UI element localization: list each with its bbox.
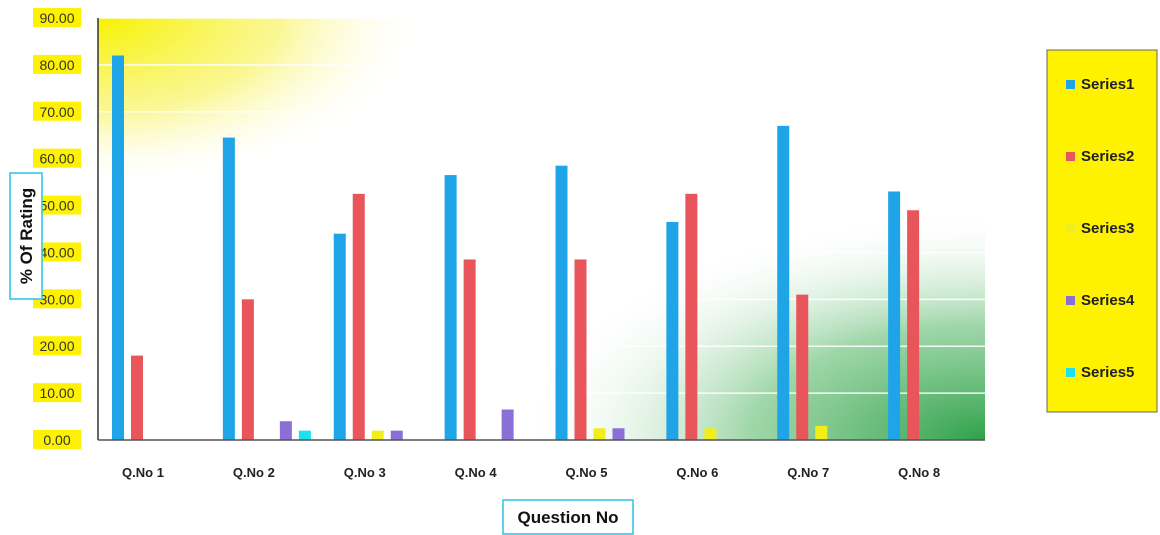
y-tick-highlight [33, 383, 81, 403]
y-tick-label: 90.00 [39, 10, 74, 26]
bar-series3-6 [704, 428, 717, 440]
legend-items: Series1 Series2 Series3 Series4 Series5 [1066, 76, 1135, 381]
x-tick-labels: Q.No 1 Q.No 2 Q.No 3 Q.No 4 Q.No 5 Q.No 6 Q.No… [122, 465, 940, 480]
x-tick-label: Q.No 4 [455, 465, 498, 480]
bar-series2-5 [574, 259, 587, 440]
bar-series1-8 [888, 191, 901, 440]
x-tick-label: Q.No 5 [566, 465, 608, 480]
x-axis-title: Question No [502, 499, 634, 535]
y-tick-highlight [33, 430, 81, 449]
legend-swatch [1066, 80, 1075, 89]
bar-series1-5 [555, 165, 568, 440]
y-tick-label: 0.00 [43, 432, 70, 448]
y-tick-highlight [33, 148, 81, 168]
bar-series1-6 [666, 221, 679, 440]
bar-series2-2 [241, 299, 254, 440]
legend-swatch [1066, 152, 1075, 161]
legend: Series1 Series2 Series3 Series4 Series5 [1046, 49, 1158, 413]
y-tick-label: 70.00 [39, 104, 74, 120]
plot-area [98, 18, 985, 440]
x-tick-label: Q.No 2 [233, 465, 275, 480]
bar-series2-1 [131, 355, 143, 440]
bar-series2-7 [796, 294, 809, 440]
bars [112, 55, 920, 441]
legend-box [1046, 49, 1158, 413]
y-tick-label: 10.00 [39, 385, 74, 401]
legend-label: Series1 [1081, 76, 1134, 93]
axes [97, 18, 985, 441]
y-tick-label: 30.00 [39, 291, 74, 307]
bar-series4-2 [279, 421, 292, 440]
bar-series4-5 [612, 428, 625, 440]
x-axis-title-text: Question No [517, 508, 618, 527]
x-tick-label: Q.No 8 [898, 465, 940, 480]
legend-swatch [1066, 224, 1075, 233]
bar-series2-3 [352, 193, 365, 440]
bar-series1-7 [777, 125, 790, 440]
y-tick-label: 20.00 [39, 338, 74, 354]
bar-series2-6 [685, 193, 698, 440]
y-tick-highlight [33, 8, 81, 27]
y-tick-labels: 0.00 10.00 20.00 30.00 40.00 50.00 60.00 70.00 8… [33, 8, 81, 449]
bar-series4-3 [390, 430, 403, 440]
legend-label: Series5 [1081, 364, 1134, 381]
y-tick-label: 40.00 [39, 244, 74, 260]
y-tick-highlight [33, 242, 81, 262]
bar-series3-5 [593, 428, 606, 440]
bar-series3-3 [371, 430, 384, 440]
bar-series3-7 [815, 425, 828, 440]
y-tick-highlight [33, 101, 81, 121]
x-tick-label: Q.No 3 [344, 465, 386, 480]
y-tick-highlight [33, 336, 81, 356]
x-tick-label: Q.No 6 [676, 465, 718, 480]
bar-series1-2 [222, 137, 235, 441]
y-tick-label: 50.00 [39, 198, 74, 214]
bar-series2-4 [463, 259, 476, 440]
bar-series2-8 [907, 210, 920, 440]
legend-label: Series4 [1081, 292, 1135, 309]
y-tick-label: 80.00 [39, 57, 74, 73]
y-tick-highlight [33, 195, 81, 215]
bar-series4-4 [501, 409, 514, 440]
y-axis-title-text: % Of Rating [17, 188, 36, 284]
bar-series5-2 [298, 430, 311, 440]
y-axis-title: % Of Rating [9, 172, 43, 300]
legend-swatch [1066, 368, 1075, 377]
legend-label: Series3 [1081, 220, 1134, 237]
y-tick-highlight [33, 289, 81, 309]
bar-series1-1 [112, 55, 124, 441]
legend-label: Series2 [1081, 148, 1134, 165]
x-tick-label: Q.No 7 [787, 465, 829, 480]
bar-series1-3 [333, 233, 346, 440]
y-tick-label: 60.00 [39, 151, 74, 167]
bar-series1-4 [444, 175, 457, 441]
legend-swatch [1066, 296, 1075, 305]
y-tick-highlight [33, 54, 81, 74]
x-tick-label: Q.No 1 [122, 465, 164, 480]
